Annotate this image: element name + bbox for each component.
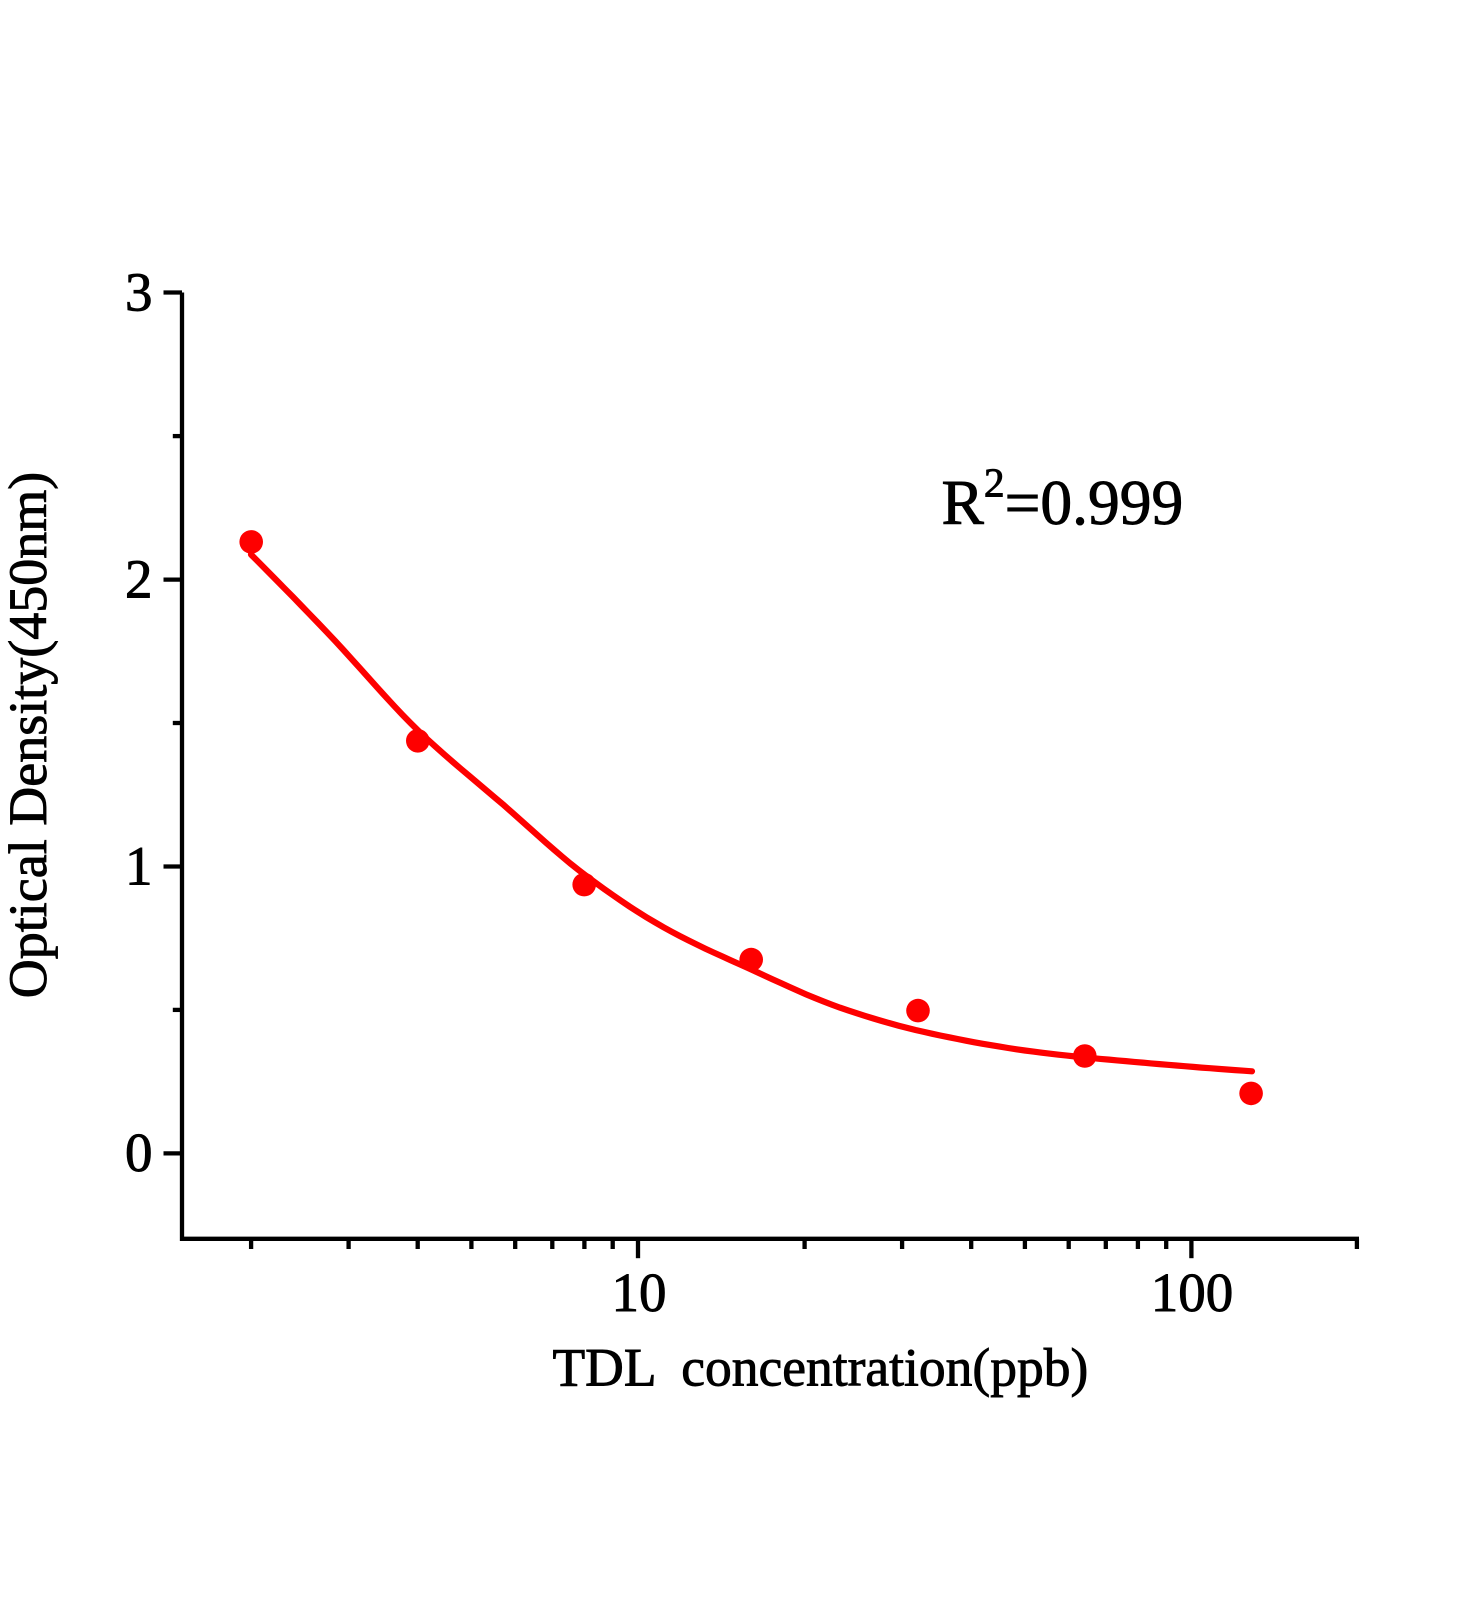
svg-text:Optical Density(450nm): Optical Density(450nm) bbox=[0, 472, 58, 998]
svg-text:100: 100 bbox=[1151, 1262, 1234, 1323]
svg-text:2: 2 bbox=[125, 548, 153, 609]
svg-text:3: 3 bbox=[125, 261, 153, 322]
svg-text:R2=0.999: R2=0.999 bbox=[942, 459, 1184, 538]
svg-text:1: 1 bbox=[125, 835, 153, 896]
svg-text:TDL concentration(ppb): TDL concentration(ppb) bbox=[553, 1338, 1089, 1398]
svg-text:10: 10 bbox=[612, 1262, 667, 1323]
svg-text:0: 0 bbox=[125, 1122, 153, 1183]
